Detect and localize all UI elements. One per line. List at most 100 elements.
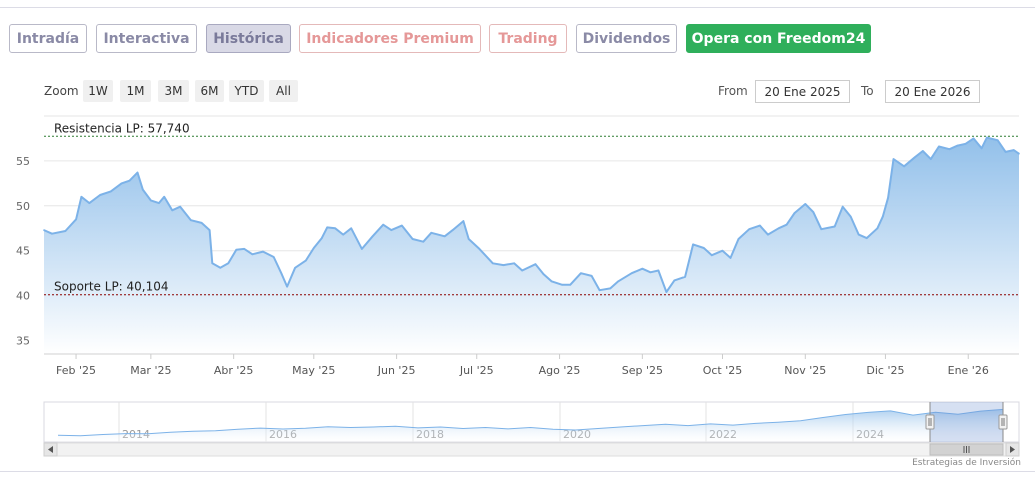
data-point bbox=[286, 285, 288, 288]
data-point bbox=[492, 262, 494, 265]
data-point bbox=[142, 188, 144, 191]
to-date-input[interactable]: 20 Ene 2026 bbox=[885, 80, 980, 103]
data-point bbox=[948, 148, 951, 150]
navigator-selection[interactable] bbox=[930, 402, 1003, 442]
navigator-series bbox=[57, 408, 1004, 442]
data-point bbox=[609, 287, 612, 290]
data-point bbox=[451, 229, 454, 231]
data-point bbox=[521, 269, 523, 272]
data-point bbox=[163, 196, 165, 198]
data-point bbox=[812, 211, 815, 213]
zoom-button-6m[interactable]: 6M bbox=[195, 80, 224, 102]
tab-intradía[interactable]: Intradía bbox=[9, 24, 87, 53]
tab-indicadores-premium[interactable]: Indicadores Premium bbox=[299, 24, 481, 53]
data-point bbox=[43, 229, 45, 231]
data-point bbox=[793, 212, 796, 214]
navigator-left-handle[interactable] bbox=[925, 414, 935, 430]
x-tick-label: Ene '26 bbox=[948, 364, 989, 377]
y-tick-label: 45 bbox=[16, 245, 30, 258]
data-point bbox=[321, 237, 323, 239]
data-point bbox=[422, 240, 425, 243]
data-point bbox=[841, 205, 844, 208]
zoom-button-1m[interactable]: 1M bbox=[120, 80, 151, 102]
data-point bbox=[342, 233, 345, 236]
tab-trading[interactable]: Trading bbox=[489, 24, 567, 53]
data-point bbox=[1004, 151, 1007, 153]
x-tick-label: Ago '25 bbox=[539, 364, 581, 377]
data-point bbox=[272, 256, 275, 258]
data-point bbox=[390, 229, 393, 231]
data-point bbox=[80, 196, 83, 198]
data-point bbox=[120, 182, 123, 185]
data-point bbox=[401, 224, 403, 227]
data-point bbox=[703, 247, 705, 249]
tab-interactiva[interactable]: Interactiva bbox=[96, 24, 197, 53]
data-point bbox=[820, 228, 823, 230]
data-point bbox=[430, 232, 433, 234]
data-point bbox=[804, 203, 807, 205]
data-point bbox=[467, 238, 470, 240]
data-point bbox=[748, 228, 750, 230]
to-label: To bbox=[861, 84, 874, 98]
data-point bbox=[150, 199, 152, 202]
data-point bbox=[673, 279, 676, 282]
x-tick-label: Jun '25 bbox=[377, 364, 416, 377]
arrow-left-icon bbox=[48, 446, 53, 453]
data-point bbox=[462, 220, 465, 222]
data-point bbox=[598, 289, 601, 292]
tab-histórica[interactable]: Histórica bbox=[206, 24, 291, 53]
tab-opera-con-freedom24[interactable]: Opera con Freedom24 bbox=[686, 24, 871, 53]
data-point bbox=[767, 233, 769, 236]
data-point bbox=[729, 257, 732, 259]
data-point bbox=[190, 219, 192, 221]
data-point bbox=[382, 223, 385, 226]
zoom-button-all[interactable]: All bbox=[269, 80, 298, 102]
tab-dividendos[interactable]: Dividendos bbox=[576, 24, 677, 53]
from-date-input[interactable]: 20 Ene 2025 bbox=[755, 80, 850, 103]
data-point bbox=[478, 248, 481, 250]
data-point bbox=[136, 171, 139, 174]
x-tick-label: Nov '25 bbox=[784, 364, 826, 377]
zoom-label: Zoom bbox=[44, 84, 79, 98]
data-point bbox=[51, 232, 53, 235]
zoom-button-1w[interactable]: 1W bbox=[83, 80, 113, 102]
data-point bbox=[649, 271, 652, 274]
y-tick-label: 40 bbox=[16, 290, 30, 303]
data-point bbox=[1018, 152, 1020, 155]
x-tick-label: Sep '25 bbox=[622, 364, 663, 377]
y-axis: 35 40 45 50 55 bbox=[16, 155, 30, 348]
data-point bbox=[411, 238, 414, 240]
navigator[interactable]: 201420162018202020222024 bbox=[0, 400, 1035, 462]
reference-lines: Resistencia LP: 57,740 Soporte LP: 40,104 bbox=[44, 121, 1019, 296]
y-tick-label: 35 bbox=[16, 335, 30, 348]
data-point bbox=[876, 227, 879, 230]
data-point bbox=[99, 194, 101, 196]
data-point bbox=[964, 143, 967, 145]
data-point bbox=[158, 202, 160, 204]
data-point bbox=[617, 280, 620, 283]
top-divider bbox=[0, 7, 1035, 8]
navigator-right-handle[interactable] bbox=[998, 414, 1008, 430]
data-point bbox=[684, 276, 686, 278]
data-point bbox=[857, 233, 860, 236]
data-point bbox=[262, 250, 264, 253]
data-point bbox=[64, 230, 67, 232]
data-point bbox=[350, 227, 353, 230]
data-point bbox=[171, 209, 173, 212]
navigator-scrollbar[interactable] bbox=[43, 442, 1020, 457]
zoom-button-3m[interactable]: 3M bbox=[158, 80, 189, 102]
data-point bbox=[502, 264, 505, 266]
data-point bbox=[665, 291, 668, 293]
data-point bbox=[882, 215, 884, 218]
x-tick-label: May '25 bbox=[292, 364, 335, 377]
data-point bbox=[980, 147, 983, 150]
navigator-line bbox=[57, 408, 1004, 437]
data-point bbox=[219, 267, 222, 269]
data-point bbox=[361, 248, 363, 250]
data-point bbox=[371, 235, 374, 238]
zoom-button-ytd[interactable]: YTD bbox=[229, 80, 264, 102]
data-point bbox=[903, 165, 905, 168]
data-point bbox=[326, 226, 329, 229]
x-tick-label: Dic '25 bbox=[866, 364, 904, 377]
resistance-label: Resistencia LP: 57,740 bbox=[54, 121, 190, 135]
